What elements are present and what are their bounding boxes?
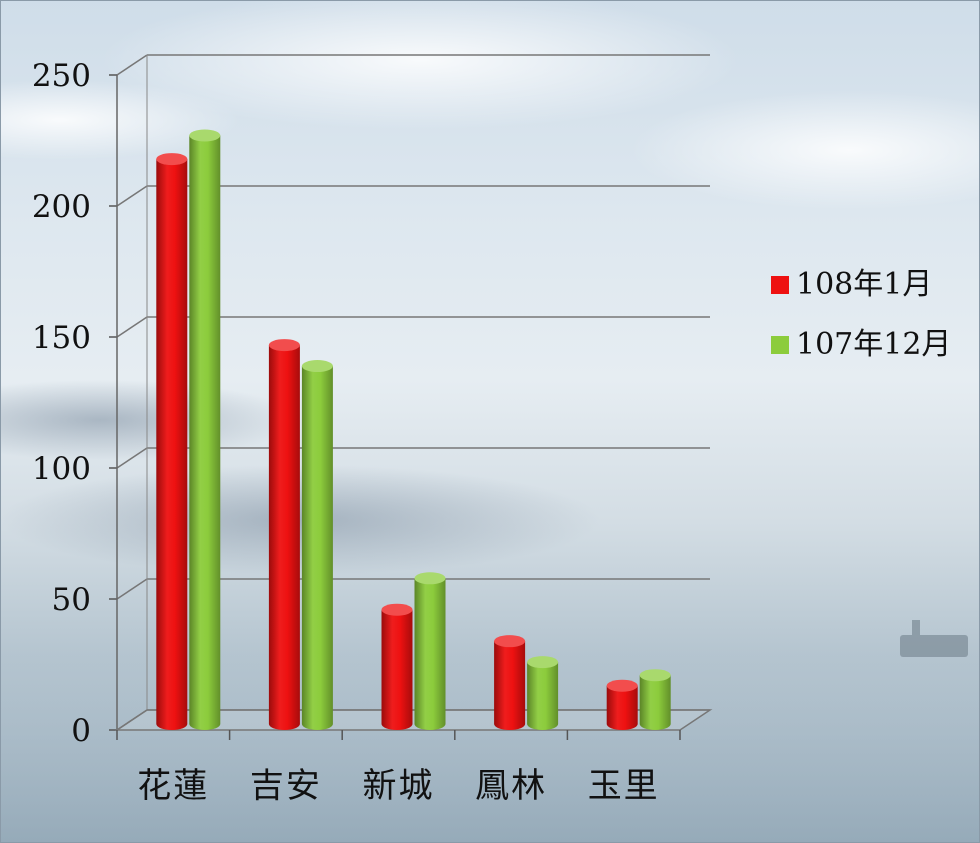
bar	[301, 360, 333, 730]
gridline-side	[116, 54, 148, 76]
bar-body	[494, 641, 526, 730]
bar-top	[639, 669, 671, 682]
y-tick-label: 100	[32, 451, 91, 487]
x-tick-label: 吉安	[250, 766, 322, 806]
bar	[381, 603, 413, 730]
x-tick-label: 花蓮	[137, 766, 209, 806]
x-tick-label: 鳳林	[475, 766, 547, 806]
bar-top	[606, 679, 638, 692]
legend-label: 107年12月	[796, 327, 951, 362]
gridline-side	[116, 578, 148, 600]
x-tick-label: 玉里	[588, 766, 660, 806]
bar-top	[414, 572, 446, 585]
bars	[156, 129, 671, 730]
y-tick-label: 200	[32, 189, 91, 225]
gridline-side	[116, 185, 148, 207]
labels: 0 50 100 150 200 250 花蓮 吉安 新城 鳳林 玉里	[32, 58, 660, 806]
bar	[189, 129, 221, 730]
gridline-side	[116, 447, 148, 469]
bar-body	[156, 159, 188, 730]
x-tick-label: 新城	[363, 766, 435, 806]
bar-body	[639, 675, 671, 730]
bar-top	[268, 339, 300, 352]
bar-body	[189, 135, 221, 730]
y-tick-label: 250	[32, 58, 91, 94]
legend-swatch	[771, 336, 789, 354]
bar	[268, 339, 300, 730]
bar-body	[381, 609, 413, 730]
bar-body	[527, 662, 559, 730]
bar	[527, 656, 559, 730]
legend: 108年1月 107年12月	[771, 267, 951, 362]
chart-floor	[114, 709, 713, 731]
gridline-side	[116, 316, 148, 338]
bar	[639, 669, 671, 730]
axes	[109, 54, 713, 740]
y-tick-label: 150	[32, 320, 91, 356]
bar	[414, 572, 446, 730]
bar-body	[268, 345, 300, 730]
bar-top	[301, 360, 333, 373]
bar-top	[527, 656, 559, 669]
bar-top	[381, 603, 413, 616]
bar	[494, 635, 526, 730]
legend-swatch	[771, 276, 789, 294]
bar	[156, 153, 188, 730]
y-tick-label: 0	[71, 713, 91, 749]
bar-top	[156, 153, 188, 166]
legend-label: 108年1月	[796, 267, 932, 302]
bar	[606, 679, 638, 730]
bar-top	[494, 635, 526, 648]
y-tick-label: 50	[52, 582, 91, 618]
bar-body	[301, 366, 333, 730]
bar-top	[189, 129, 221, 142]
bar-body	[606, 685, 638, 730]
bar-body	[414, 578, 446, 730]
